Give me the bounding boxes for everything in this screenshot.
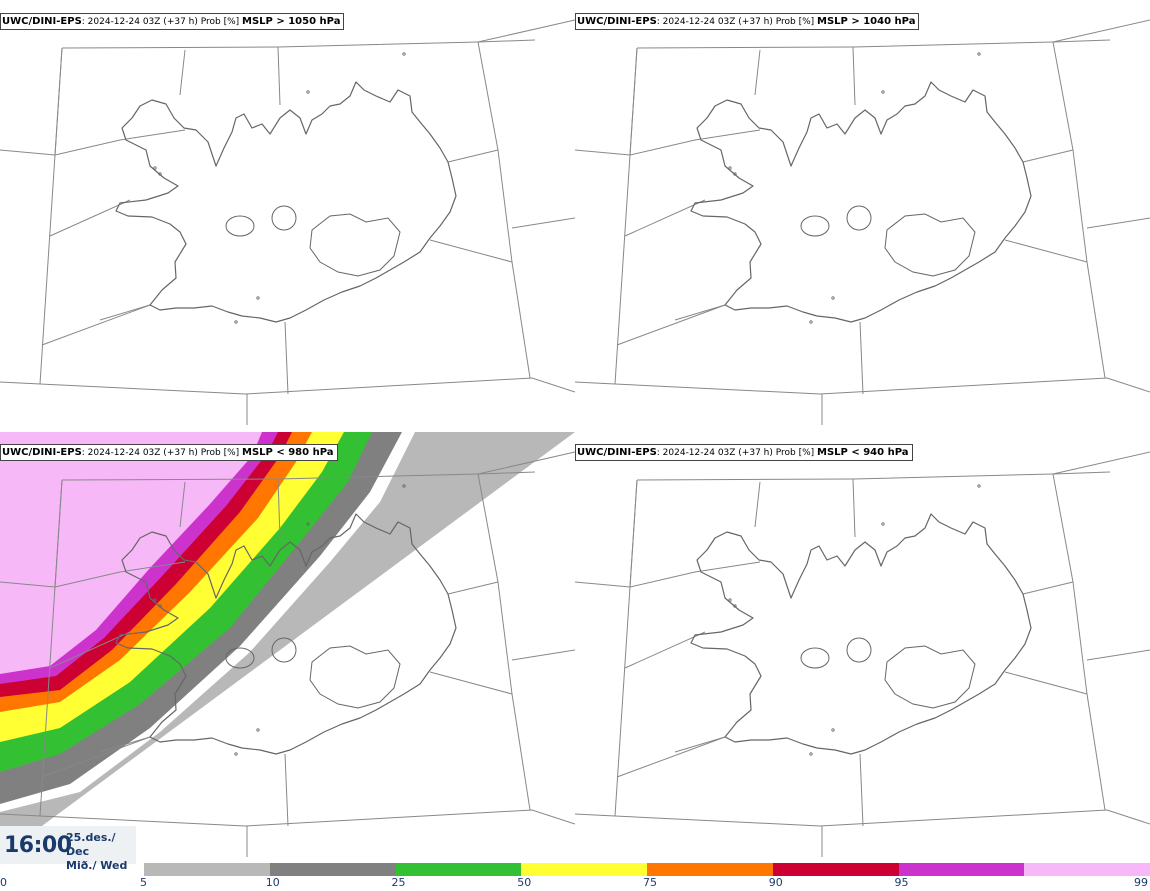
map-canvas — [0, 19, 575, 425]
map-panel-mslp-gt-1050: UWC/DINI-EPS: 2024-12-24 03Z (+37 h) Pro… — [0, 0, 575, 425]
map-canvas — [575, 451, 1150, 857]
valid-time-box: 16:00 25.des./ Dec Mið./ Wed — [0, 826, 136, 872]
colorbar-segment — [269, 863, 396, 876]
colorbar-tick-label: 0 — [0, 876, 7, 889]
valid-time: 16:00 — [4, 833, 72, 858]
panel-title: UWC/DINI-EPS: 2024-12-24 03Z (+37 h) Pro… — [575, 444, 913, 461]
field-name: MSLP > 1040 hPa — [817, 16, 916, 27]
colorbar-segment — [647, 863, 774, 876]
colorbar-segment — [898, 863, 1025, 876]
model-name: UWC/DINI-EPS — [2, 16, 82, 27]
field-name: MSLP < 980 hPa — [242, 447, 334, 458]
model-name: UWC/DINI-EPS — [577, 447, 657, 458]
run-info: : 2024-12-24 03Z (+37 h) Prob [%] — [656, 448, 818, 458]
panel-title: UWC/DINI-EPS: 2024-12-24 03Z (+37 h) Pro… — [0, 444, 338, 461]
map-panel-mslp-lt-980: UWC/DINI-EPS: 2024-12-24 03Z (+37 h) Pro… — [0, 432, 575, 857]
colorbar-tick-label: 95 — [894, 876, 909, 889]
colorbar-tick-label: 5 — [140, 876, 147, 889]
colorbar-segment — [395, 863, 522, 876]
valid-date-line2: Mið./ Wed — [66, 859, 128, 872]
colorbar-tick-label: 25 — [391, 876, 406, 889]
colorbar-segment — [1024, 863, 1150, 876]
valid-date: 25.des./ Dec Mið./ Wed — [66, 831, 136, 873]
run-info: : 2024-12-24 03Z (+37 h) Prob [%] — [81, 17, 243, 27]
map-canvas — [575, 19, 1150, 425]
colorbar-tick-label: 50 — [517, 876, 532, 889]
field-name: MSLP > 1050 hPa — [242, 16, 341, 27]
run-info: : 2024-12-24 03Z (+37 h) Prob [%] — [81, 448, 243, 458]
field-name: MSLP < 940 hPa — [817, 447, 909, 458]
colorbar-tick-label: 75 — [643, 876, 657, 889]
map-panel-mslp-lt-940: UWC/DINI-EPS: 2024-12-24 03Z (+37 h) Pro… — [575, 432, 1150, 857]
model-name: UWC/DINI-EPS — [577, 16, 657, 27]
colorbar-tick-label: 90 — [768, 876, 783, 889]
colorbar — [144, 863, 1150, 876]
colorbar-tick-label: 10 — [265, 876, 280, 889]
run-info: : 2024-12-24 03Z (+37 h) Prob [%] — [656, 17, 818, 27]
map-panel-mslp-gt-1040: UWC/DINI-EPS: 2024-12-24 03Z (+37 h) Pro… — [575, 0, 1150, 425]
panel-title: UWC/DINI-EPS: 2024-12-24 03Z (+37 h) Pro… — [0, 13, 345, 30]
panel-title: UWC/DINI-EPS: 2024-12-24 03Z (+37 h) Pro… — [575, 13, 920, 30]
colorbar-segment — [521, 863, 648, 876]
colorbar-tick-label: 99 — [1134, 876, 1148, 889]
colorbar-segment — [144, 863, 271, 876]
map-canvas — [0, 432, 575, 857]
model-name: UWC/DINI-EPS — [2, 447, 82, 458]
colorbar-segment — [772, 863, 899, 876]
valid-date-line1: 25.des./ Dec — [66, 831, 116, 858]
